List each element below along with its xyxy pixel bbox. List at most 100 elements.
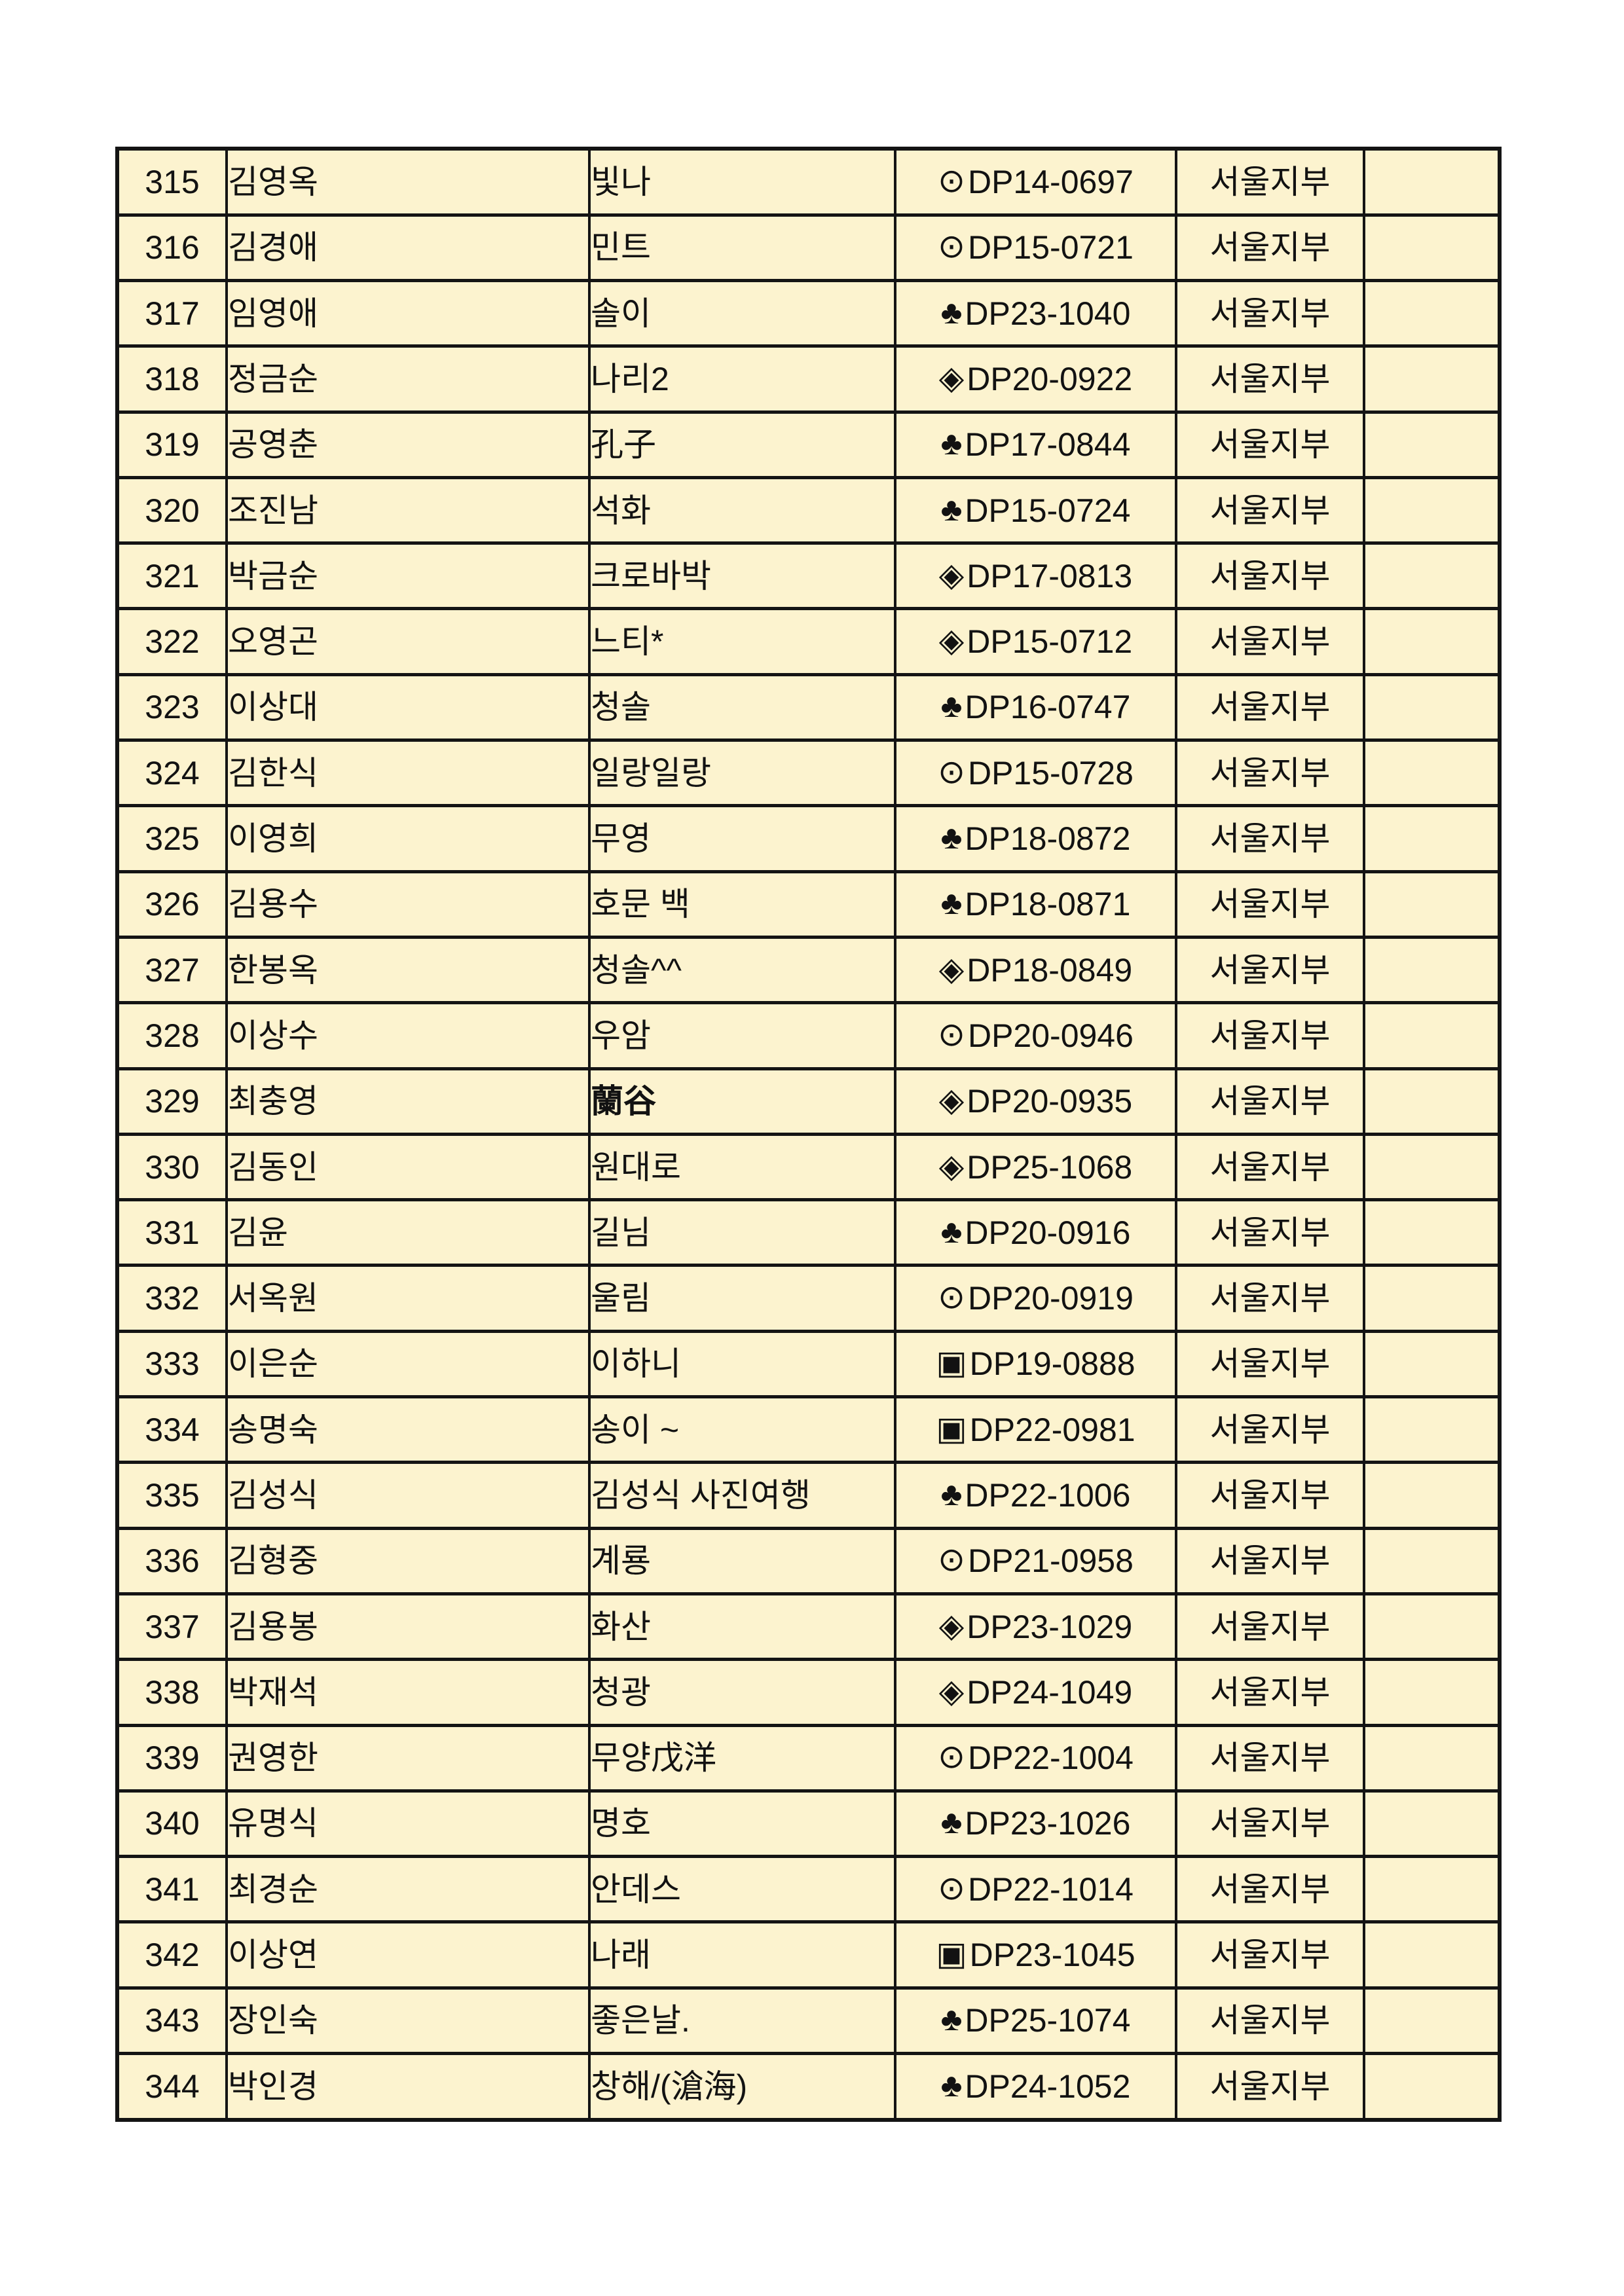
member-code-cell: ⊙DP22-1004	[894, 1723, 1177, 1793]
branch-name: 서울지부	[1175, 738, 1365, 808]
membership-code: DP20-0916	[965, 1214, 1131, 1251]
member-nickname: 무양戊洋	[588, 1723, 896, 1793]
branch-name: 서울지부	[1175, 1986, 1365, 2056]
table-row: 330 김동인 원대로 ◈DP25-1068 서울지부	[116, 1132, 1501, 1202]
membership-code: DP19-0888	[969, 1345, 1135, 1383]
member-name: 오영곤	[225, 607, 591, 676]
member-nickname: 나리2	[588, 344, 896, 414]
table-row: 339 권영한 무양戊洋 ⊙DP22-1004 서울지부	[116, 1723, 1501, 1793]
empty-cell	[1363, 607, 1501, 676]
table-row: 319 공영춘 孔子 ♣DP17-0844 서울지부	[116, 410, 1501, 479]
member-nickname: 안데스	[588, 1855, 896, 1924]
member-number: 343	[116, 1986, 228, 2056]
membership-code: DP22-1004	[967, 1740, 1134, 1777]
branch-name: 서울지부	[1175, 1658, 1365, 1727]
member-nickname: 민트	[588, 213, 896, 283]
member-name: 최경순	[225, 1855, 591, 1924]
member-nickname: 청솔^^	[588, 935, 896, 1005]
branch-name: 서울지부	[1175, 1132, 1365, 1202]
member-name: 이상대	[225, 672, 591, 742]
member-nickname: 이하니	[588, 1329, 896, 1399]
empty-cell	[1363, 1920, 1501, 1990]
membership-code: DP15-0724	[965, 492, 1131, 529]
member-nickname: 孔子	[588, 410, 896, 479]
member-code-cell: ♣DP23-1026	[894, 1789, 1177, 1859]
empty-cell	[1363, 1855, 1501, 1924]
member-number: 319	[116, 410, 228, 479]
grade-symbol-icon: ◈	[938, 950, 965, 987]
branch-name: 서울지부	[1175, 410, 1365, 479]
member-name: 이상연	[225, 1920, 591, 1990]
member-number: 329	[116, 1066, 228, 1136]
member-nickname: 크로바박	[588, 541, 896, 611]
membership-code: DP20-0935	[967, 1083, 1133, 1120]
membership-code: DP17-0813	[967, 557, 1133, 594]
member-number: 337	[116, 1592, 228, 1662]
member-number: 325	[116, 804, 228, 873]
member-code-cell: ♣DP23-1040	[894, 278, 1177, 348]
grade-symbol-icon: ⊙	[938, 228, 965, 265]
member-name: 김형중	[225, 1526, 591, 1595]
table-row: 327 한봉옥 청솔^^ ◈DP18-0849 서울지부	[116, 935, 1501, 1005]
branch-name: 서울지부	[1175, 607, 1365, 676]
table-row: 333 이은순 이하니 ▣DP19-0888 서울지부	[116, 1329, 1501, 1399]
table-row: 338 박재석 청광 ◈DP24-1049 서울지부	[116, 1658, 1501, 1727]
membership-code: DP16-0747	[965, 689, 1131, 726]
grade-symbol-icon: ◈	[938, 1607, 965, 1644]
grade-symbol-icon: ◈	[938, 359, 965, 396]
table-row: 335 김성식 김성식 사진여행 ♣DP22-1006 서울지부	[116, 1461, 1501, 1530]
grade-symbol-icon: ◈	[938, 1672, 965, 1709]
empty-cell	[1363, 1526, 1501, 1595]
branch-name: 서울지부	[1175, 541, 1365, 611]
branch-name: 서울지부	[1175, 804, 1365, 873]
member-name: 최충영	[225, 1066, 591, 1136]
member-nickname: 청광	[588, 1658, 896, 1727]
member-number: 332	[116, 1264, 228, 1333]
member-name: 조진남	[225, 475, 591, 545]
branch-name: 서울지부	[1175, 147, 1365, 217]
grade-symbol-icon: ▣	[936, 1344, 967, 1381]
empty-cell	[1363, 804, 1501, 873]
empty-cell	[1363, 738, 1501, 808]
table-row: 337 김용봉 화산 ◈DP23-1029 서울지부	[116, 1592, 1501, 1662]
table-row: 342 이상연 나래 ▣DP23-1045 서울지부	[116, 1920, 1501, 1990]
member-code-cell: ◈DP20-0922	[894, 344, 1177, 414]
member-nickname: 길님	[588, 1198, 896, 1267]
empty-cell	[1363, 672, 1501, 742]
table-row: 322 오영곤 느티* ◈DP15-0712 서울지부	[116, 607, 1501, 676]
member-name: 박재석	[225, 1658, 591, 1727]
branch-name: 서울지부	[1175, 1264, 1365, 1333]
member-nickname: 느티*	[588, 607, 896, 676]
table-row: 318 정금순 나리2 ◈DP20-0922 서울지부	[116, 344, 1501, 414]
member-nickname: 청솔	[588, 672, 896, 742]
empty-cell	[1363, 1264, 1501, 1333]
table-row: 323 이상대 청솔 ♣DP16-0747 서울지부	[116, 672, 1501, 742]
membership-code: DP18-0872	[965, 820, 1131, 858]
membership-code: DP24-1049	[967, 1673, 1133, 1711]
member-nickname: 좋은날.	[588, 1986, 896, 2056]
membership-code: DP25-1074	[965, 2002, 1131, 2039]
table-row: 316 김경애 민트 ⊙DP15-0721 서울지부	[116, 213, 1501, 283]
member-code-cell: ♣DP18-0872	[894, 804, 1177, 873]
member-code-cell: ♣DP15-0724	[894, 475, 1177, 545]
empty-cell	[1363, 1789, 1501, 1859]
empty-cell	[1363, 1198, 1501, 1267]
branch-name: 서울지부	[1175, 1329, 1365, 1399]
member-name: 박인경	[225, 2052, 591, 2122]
member-name: 김용수	[225, 869, 591, 939]
member-number: 327	[116, 935, 228, 1005]
member-code-cell: ⊙DP22-1014	[894, 1855, 1177, 1924]
member-nickname: 원대로	[588, 1132, 896, 1202]
member-code-cell: ◈DP25-1068	[894, 1132, 1177, 1202]
member-name: 장인숙	[225, 1986, 591, 2056]
empty-cell	[1363, 1395, 1501, 1465]
branch-name: 서울지부	[1175, 1395, 1365, 1465]
member-name: 이상수	[225, 1001, 591, 1070]
membership-code: DP23-1045	[969, 1937, 1135, 1974]
member-name: 김영옥	[225, 147, 591, 217]
member-number: 342	[116, 1920, 228, 1990]
member-number: 331	[116, 1198, 228, 1267]
member-code-cell: ♣DP16-0747	[894, 672, 1177, 742]
branch-name: 서울지부	[1175, 1198, 1365, 1267]
member-number: 336	[116, 1526, 228, 1595]
